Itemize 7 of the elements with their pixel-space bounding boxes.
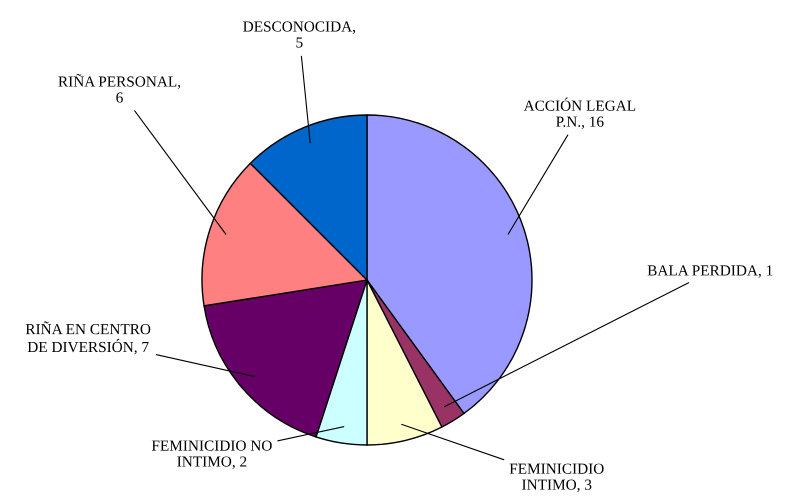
slice-label: RIÑA EN CENTRO DE DIVERSIÓN, 7 — [26, 321, 150, 354]
slice-label: DESCONOCIDA, 5 — [243, 21, 356, 48]
slice-label: FEMINICIDIO INTIMO, 3 — [510, 464, 604, 492]
slice-label: FEMINICIDIO NO INTIMO, 2 — [152, 440, 272, 469]
slice-label: BALA PERDIDA, 1 — [648, 265, 772, 278]
slice-label: ACCIÓN LEGAL P.N., 16 — [524, 98, 636, 130]
slice-label: RIÑA PERSONAL, 6 — [58, 74, 180, 103]
